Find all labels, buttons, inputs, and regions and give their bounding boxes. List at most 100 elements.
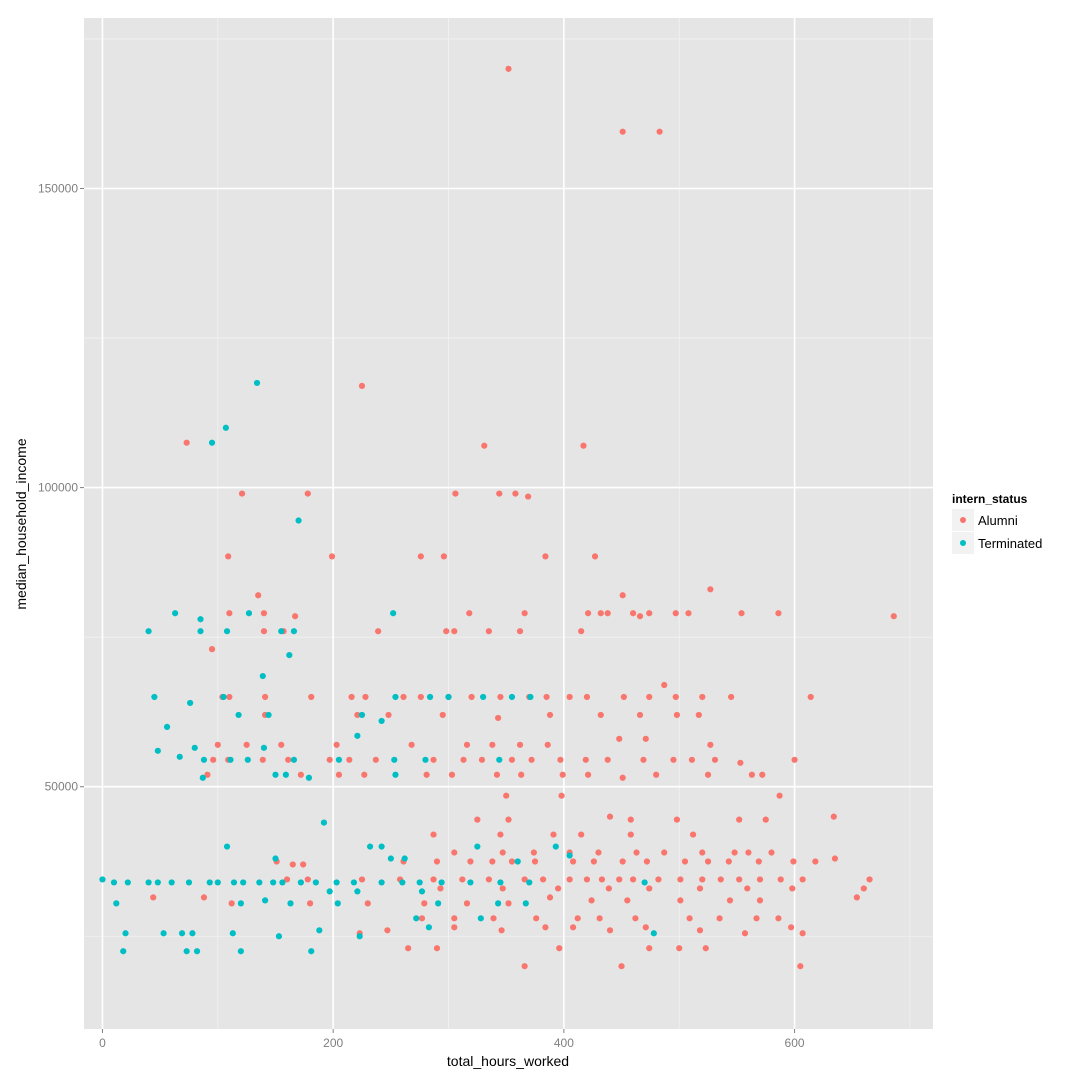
point-alumni-81 [278,741,285,748]
point-alumni-67 [728,693,735,701]
point-terminated-67 [230,879,238,886]
point-terminated-60 [124,879,131,886]
point-alumni-165 [590,858,597,865]
point-terminated-30 [154,747,161,754]
point-alumni-53 [362,693,369,701]
point-alumni-25 [291,613,299,620]
point-terminated-12 [245,610,253,617]
point-alumni-249 [676,945,683,952]
point-terminated-75 [350,879,358,886]
point-alumni-91 [210,756,217,763]
point-alumni-4 [183,439,190,446]
grid-major-lines [84,18,933,1029]
point-alumni-189 [655,876,662,883]
point-alumni-152 [731,849,738,856]
point-alumni-149 [633,849,640,856]
point-terminated-96 [477,915,484,922]
x-axis-title: total_hours_worked [447,1053,569,1069]
point-alumni-98 [430,756,437,763]
point-terminated-55 [401,855,408,862]
point-alumni-75 [597,711,604,719]
point-alumni-181 [485,876,492,883]
point-alumni-161 [489,858,496,865]
point-terminated-20 [480,693,487,701]
point-alumni-157 [300,861,307,868]
point-alumni-223 [451,915,458,922]
point-alumni-208 [200,894,208,901]
point-terminated-109 [237,948,244,955]
point-alumni-125 [748,771,755,778]
point-alumni-244 [799,930,806,937]
point-alumni-150 [661,849,668,856]
point-terminated-63 [168,879,175,886]
point-alumni-34 [672,610,679,617]
legend-label-alumni: Alumni [978,513,1018,528]
point-terminated-13 [286,652,293,659]
point-alumni-16 [440,553,448,560]
point-alumni-60 [543,693,550,701]
point-alumni-224 [490,915,497,922]
point-alumni-12 [525,493,532,500]
point-alumni-124 [704,771,712,778]
point-alumni-118 [493,771,501,778]
point-terminated-59 [110,879,118,886]
point-terminated-7 [145,628,152,635]
point-alumni-70 [354,711,361,719]
point-alumni-5 [481,442,488,449]
point-terminated-82 [526,879,533,886]
point-alumni-120 [559,771,566,778]
point-alumni-115 [361,771,368,778]
point-terminated-23 [187,699,194,707]
point-alumni-183 [540,876,547,883]
point-terminated-100 [189,930,196,937]
point-terminated-14 [259,672,266,680]
point-alumni-236 [498,927,505,934]
point-terminated-41 [496,756,503,763]
point-alumni-206 [860,885,867,892]
point-alumni-239 [606,927,614,934]
point-terminated-101 [229,930,236,937]
point-alumni-245 [405,945,412,952]
point-alumni-151 [699,849,706,856]
point-terminated-46 [199,774,206,781]
y-tick-label-150000: 150000 [38,181,78,195]
point-alumni-213 [463,900,471,907]
point-terminated-110 [308,948,315,955]
point-terminated-29 [354,732,361,739]
point-alumni-177 [358,876,366,883]
point-terminated-38 [335,756,343,763]
x-axis-ticks: 0 200 400 600 [99,1029,805,1050]
point-alumni-215 [546,894,554,901]
point-alumni-119 [518,771,525,778]
point-alumni-102 [528,756,535,763]
point-alumni-234 [384,927,391,934]
point-alumni-47 [661,681,668,689]
point-alumni-207 [150,894,157,901]
point-alumni-222 [418,915,426,922]
point-alumni-15 [417,553,424,560]
point-alumni-142 [627,831,634,838]
point-alumni-182 [521,876,528,883]
point-alumni-9 [452,490,459,497]
point-alumni-241 [696,927,704,934]
point-alumni-110 [737,759,744,766]
point-alumni-247 [556,945,563,952]
point-terminated-43 [282,771,289,778]
point-alumni-204 [744,885,751,892]
point-terminated-69 [256,879,263,886]
point-terminated-89 [262,897,269,904]
point-alumni-180 [459,876,466,883]
point-terminated-4 [390,610,397,617]
point-terminated-44 [305,774,313,781]
point-alumni-251 [521,963,528,970]
point-alumni-185 [583,876,591,883]
point-alumni-126 [759,771,766,778]
point-alumni-49 [226,693,233,701]
point-alumni-188 [629,876,637,883]
point-alumni-246 [433,945,441,952]
point-terminated-37 [290,756,298,763]
point-terminated-25 [265,711,272,719]
point-alumni-114 [335,771,343,778]
point-terminated-106 [120,948,127,955]
point-alumni-36 [738,610,745,617]
